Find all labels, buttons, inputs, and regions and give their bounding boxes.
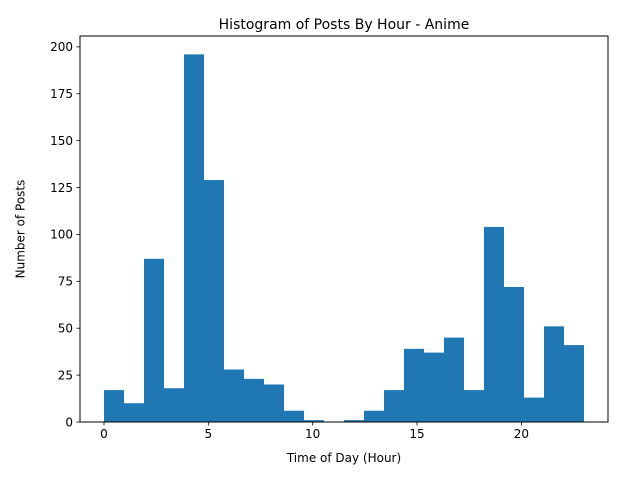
y-tick-label: 75 bbox=[58, 275, 73, 289]
histogram-bar bbox=[164, 388, 184, 422]
histogram-bar bbox=[524, 397, 544, 422]
histogram-bar bbox=[344, 420, 364, 422]
histogram-bar bbox=[444, 337, 464, 422]
y-tick-label: 150 bbox=[50, 134, 73, 148]
x-axis-label: Time of Day (Hour) bbox=[286, 451, 401, 465]
y-tick-label: 175 bbox=[50, 87, 73, 101]
x-tick-label: 0 bbox=[100, 427, 108, 441]
x-tick-label: 15 bbox=[409, 427, 424, 441]
histogram-bar bbox=[423, 352, 445, 422]
x-tick-label: 5 bbox=[205, 427, 213, 441]
y-tick-label: 100 bbox=[50, 228, 73, 242]
histogram-bar bbox=[404, 348, 424, 422]
histogram-bar bbox=[224, 369, 244, 422]
histogram-bar bbox=[123, 403, 145, 422]
y-tick-label: 125 bbox=[50, 181, 73, 195]
x-axis-ticks: 0 5 10 15 20 bbox=[100, 422, 529, 441]
histogram-bar bbox=[104, 390, 124, 422]
y-tick-label: 50 bbox=[58, 322, 73, 336]
histogram-bar bbox=[543, 326, 565, 422]
histogram-bar bbox=[284, 410, 304, 422]
plot-frame bbox=[79, 35, 609, 423]
histogram-bar bbox=[204, 180, 224, 422]
y-tick-label: 0 bbox=[65, 415, 73, 429]
x-tick-label: 10 bbox=[305, 427, 320, 441]
histogram-bar bbox=[504, 286, 524, 422]
y-axis-label: Number of Posts bbox=[14, 180, 28, 279]
histogram-bar bbox=[483, 226, 505, 422]
histogram-bar bbox=[264, 384, 284, 422]
histogram-bar bbox=[384, 390, 404, 422]
y-tick-label: 200 bbox=[50, 40, 73, 54]
y-tick-label: 25 bbox=[58, 368, 73, 382]
histogram-bar bbox=[144, 258, 164, 422]
chart-title: Histogram of Posts By Hour - Anime bbox=[219, 17, 470, 33]
histogram-bar bbox=[564, 345, 584, 422]
histogram-bar bbox=[303, 420, 325, 422]
x-tick-label: 20 bbox=[514, 427, 529, 441]
histogram-bar bbox=[183, 54, 205, 422]
histogram-bar bbox=[464, 390, 484, 422]
bars-group bbox=[104, 54, 584, 422]
y-axis-ticks: 0 25 50 75 100 125 150 175 200 bbox=[50, 40, 80, 429]
histogram-bar bbox=[363, 410, 385, 422]
histogram-bar bbox=[243, 378, 265, 422]
